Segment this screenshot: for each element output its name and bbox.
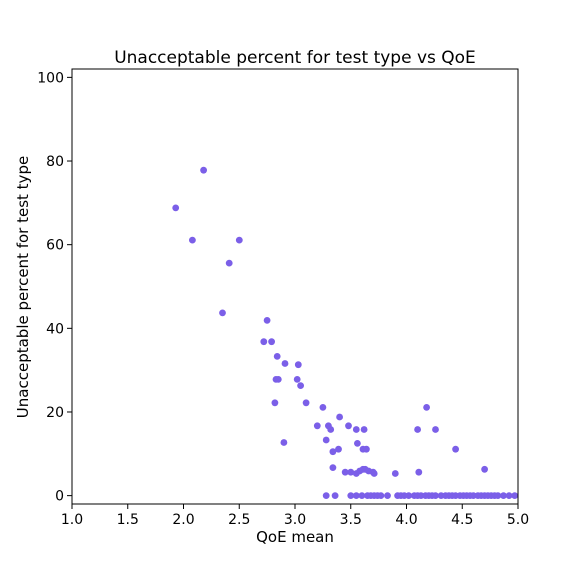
data-point-23 (322, 436, 330, 444)
data-point-33 (329, 464, 337, 471)
data-point-47 (432, 426, 439, 433)
data-point-43 (391, 470, 399, 477)
x-tick-label-6: 4.0 (395, 512, 417, 528)
data-point-16 (271, 399, 279, 407)
data-point-53 (352, 492, 360, 499)
data-point-46 (423, 404, 430, 411)
data-point-90 (505, 492, 513, 499)
data-point-25 (345, 422, 352, 430)
x-tick-label-8: 5.0 (507, 512, 529, 528)
data-point-44 (415, 468, 423, 476)
data-point-54 (358, 492, 366, 499)
y-axis-label: Unacceptable percent for test type (14, 156, 32, 418)
y-tick-label-4: 80 (46, 154, 64, 170)
data-point-22 (327, 426, 335, 433)
y-axis-ticks: 0 20 40 60 80 100 (37, 70, 72, 505)
data-point-64 (405, 492, 413, 499)
data-point-28 (354, 440, 361, 447)
data-point-3 (225, 259, 233, 267)
data-point-30 (335, 445, 342, 453)
data-point-45 (414, 426, 421, 433)
x-tick-label-0: 1.0 (61, 512, 83, 528)
data-point-7 (260, 338, 268, 346)
data-point-89 (500, 492, 507, 499)
x-tick-label-4: 3.0 (284, 512, 306, 528)
data-point-49 (481, 465, 488, 473)
data-point-5 (219, 309, 226, 317)
y-tick-label-5: 100 (37, 70, 64, 86)
data-point-48 (452, 445, 459, 453)
data-point-34 (341, 468, 349, 476)
data-point-71 (432, 492, 439, 499)
data-points (172, 166, 519, 499)
data-point-91 (511, 492, 519, 499)
y-tick-label-1: 20 (46, 405, 64, 421)
data-point-11 (294, 361, 302, 369)
data-point-14 (293, 376, 301, 383)
x-tick-label-3: 2.5 (228, 512, 250, 528)
x-tick-label-2: 2.0 (172, 512, 194, 528)
y-tick-label-3: 60 (46, 238, 64, 254)
data-point-35 (347, 468, 355, 476)
data-point-1 (189, 236, 196, 244)
x-tick-label-1: 1.5 (117, 512, 139, 528)
data-point-27 (360, 426, 368, 433)
x-tick-label-7: 4.5 (451, 512, 473, 528)
y-tick-label-2: 40 (46, 321, 64, 337)
y-tick-label-0: 0 (55, 489, 64, 505)
data-point-13 (274, 376, 282, 383)
data-point-24 (336, 413, 343, 421)
data-point-51 (331, 492, 339, 499)
data-point-29 (329, 448, 337, 456)
data-point-2 (200, 166, 208, 174)
data-point-17 (302, 399, 310, 407)
data-point-50 (322, 492, 330, 499)
data-point-32 (363, 445, 370, 453)
x-axis-ticks: 1.0 1.5 2.0 2.5 3.0 3.5 4.0 4.5 5.0 (61, 504, 529, 528)
data-point-4 (235, 236, 243, 244)
data-point-6 (263, 317, 271, 324)
plot-frame (71, 68, 519, 505)
data-point-9 (273, 353, 281, 360)
data-point-19 (319, 404, 327, 411)
data-point-88 (494, 492, 502, 499)
data-point-60 (384, 492, 391, 499)
data-point-15 (297, 382, 304, 389)
data-point-10 (281, 360, 289, 367)
x-axis-label: QoE mean (256, 528, 334, 546)
data-point-26 (352, 426, 360, 433)
data-point-52 (347, 492, 355, 499)
data-point-20 (313, 422, 321, 430)
data-point-18 (280, 439, 288, 446)
x-tick-label-5: 3.5 (340, 512, 362, 528)
data-point-8 (268, 338, 275, 346)
data-point-0 (172, 204, 180, 212)
chart-title: Unacceptable percent for test type vs Qo… (114, 48, 476, 68)
data-point-59 (377, 492, 385, 499)
data-point-42 (370, 470, 378, 477)
